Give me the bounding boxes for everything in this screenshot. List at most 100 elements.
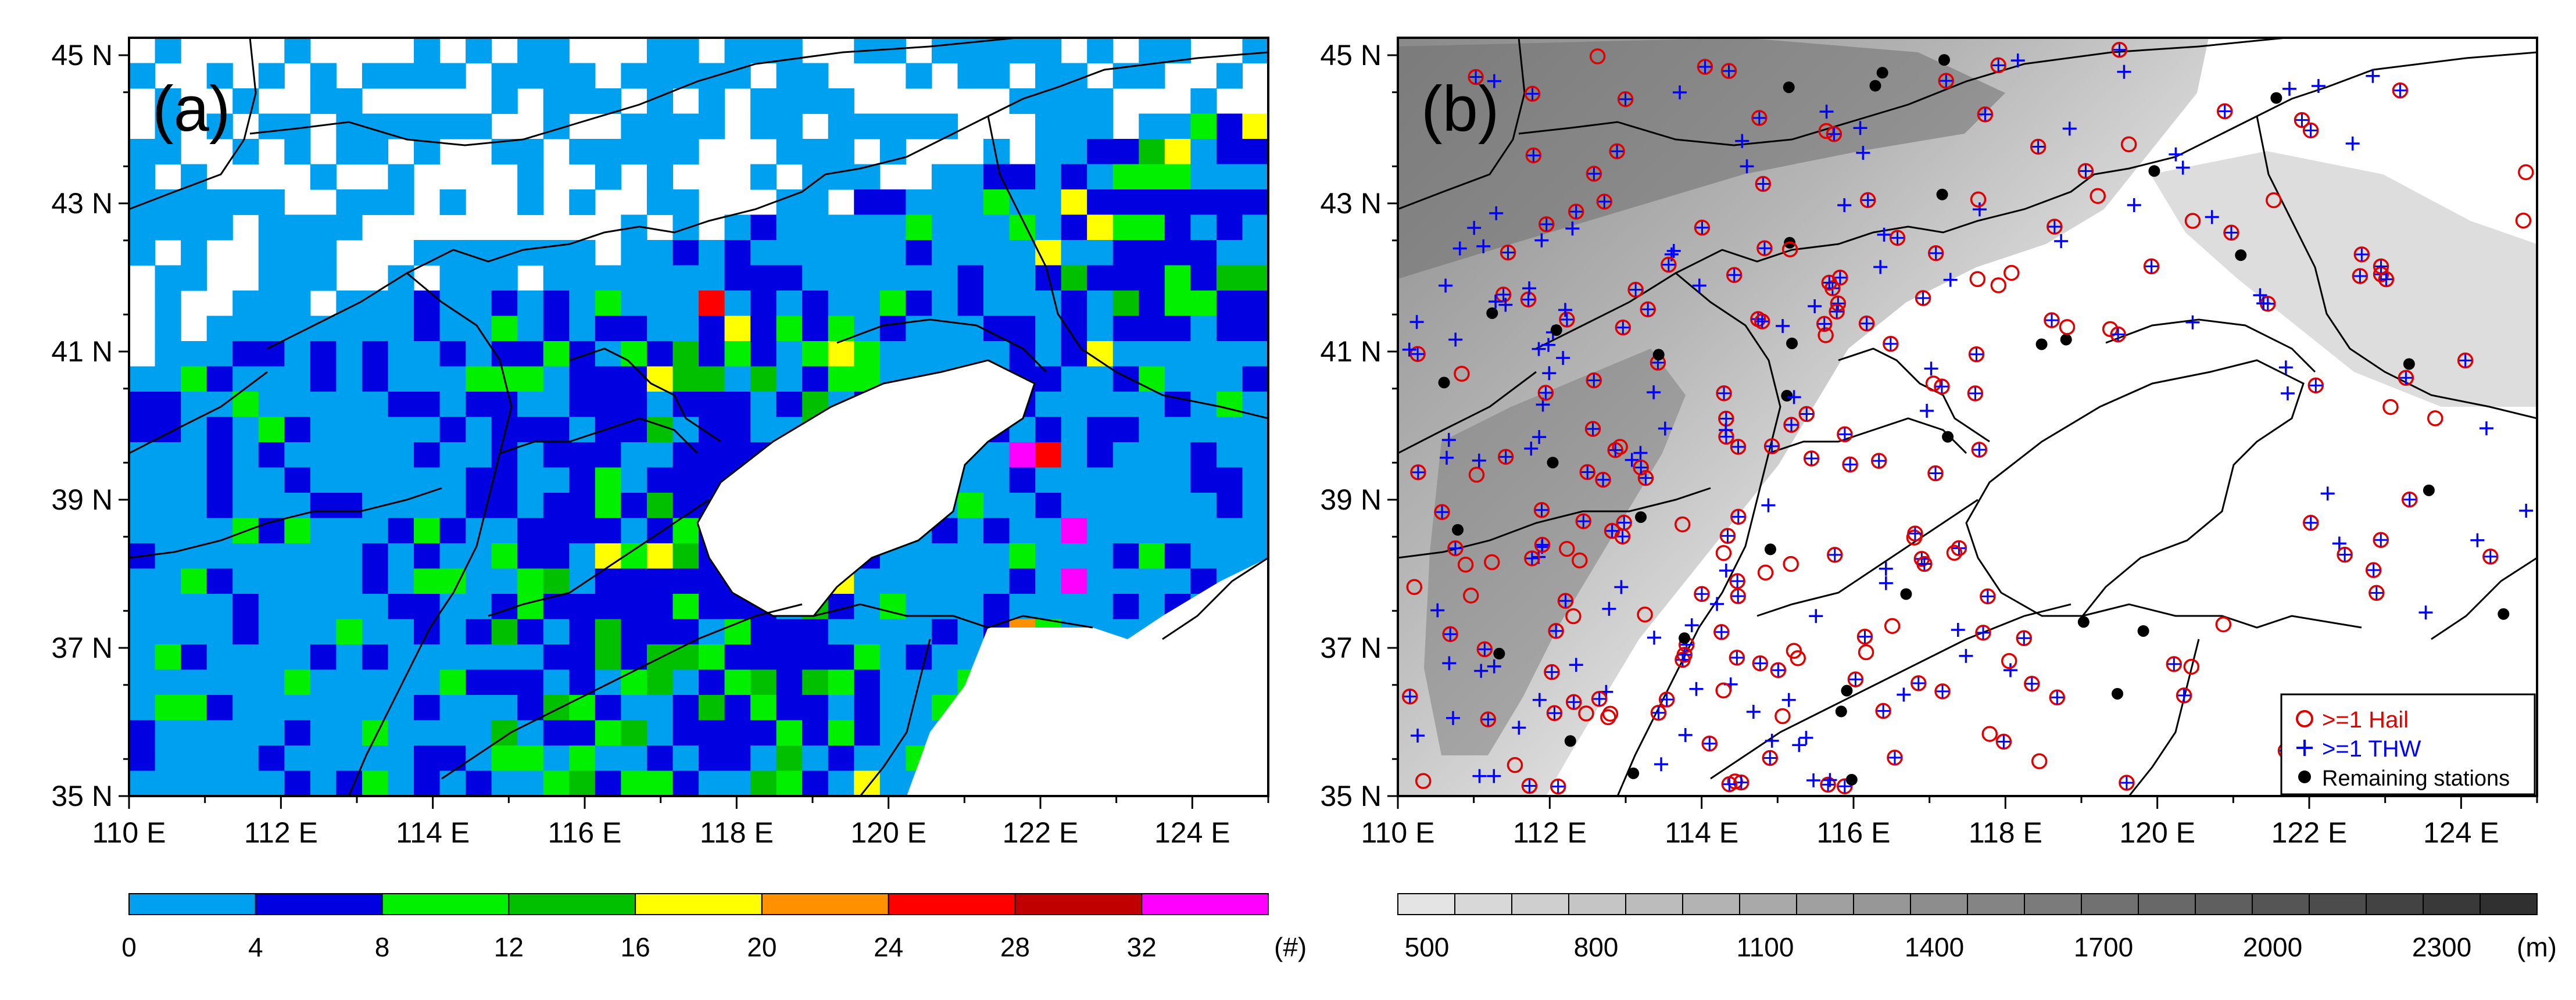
grid-cell	[724, 770, 751, 796]
grid-cell	[724, 38, 751, 64]
grid-cell	[1061, 366, 1087, 392]
grid-cell	[388, 493, 414, 519]
colorbar-label: 1100	[1737, 932, 1794, 962]
grid-cell	[258, 770, 285, 796]
hail-station-circle	[2518, 164, 2534, 181]
grid-cell	[1242, 139, 1268, 165]
grid-cell	[931, 189, 958, 216]
grid-cell	[1035, 88, 1062, 114]
colorbar-swatch	[2138, 893, 2196, 915]
grid-cell	[258, 467, 285, 493]
grid-cell	[1139, 568, 1165, 594]
grid-cell	[206, 113, 233, 139]
grid-cell	[1035, 417, 1062, 443]
hail-thw-station	[1971, 442, 1988, 458]
panel-a-x-tick-label: 110 E	[92, 816, 166, 849]
grid-cell	[1139, 543, 1165, 569]
grid-cell	[388, 543, 414, 569]
thw-station-plus	[1879, 561, 1893, 576]
grid-cell	[699, 392, 725, 418]
thw-station-plus	[1647, 385, 1661, 400]
panel-a-y-tick-label: 43 N	[51, 187, 113, 220]
grid-cell	[854, 745, 881, 772]
grid-cell	[595, 291, 621, 317]
grid-cell	[1087, 543, 1114, 569]
grid-cell	[828, 265, 854, 291]
hail-station-circle	[1781, 241, 1798, 257]
grid-cell	[699, 88, 725, 114]
grid-cell	[646, 417, 674, 443]
grid-cell	[284, 214, 311, 241]
grid-cell	[750, 669, 777, 696]
grid-cell	[336, 366, 363, 392]
grid-cell	[595, 341, 621, 367]
grid-cell	[1087, 442, 1114, 468]
grid-cell	[1190, 265, 1217, 291]
panel-a-x-tick-label: 120 E	[850, 816, 926, 849]
grid-cell	[724, 669, 751, 696]
grid-cell	[646, 543, 674, 569]
grid-cell	[724, 417, 751, 443]
hail-thw-station	[1497, 449, 1514, 465]
grid-cell	[258, 644, 285, 671]
grid-cell	[983, 467, 1010, 493]
colorbar-unit: (m)	[2517, 932, 2557, 962]
grid-cell	[232, 467, 259, 493]
hail-thw-station	[1544, 664, 1560, 680]
grid-cell	[466, 442, 492, 468]
grid-cell	[776, 720, 803, 746]
grid-cell	[672, 113, 699, 139]
grid-cell	[1112, 518, 1139, 544]
colorbar-label: 1400	[1905, 932, 1964, 962]
colorbar-swatch	[1014, 893, 1143, 915]
grid-cell	[310, 669, 337, 696]
grid-cell	[569, 189, 596, 216]
hail-thw-station	[1609, 143, 1625, 160]
panel-b-x-axis: 110 E 112 E 114 E 116 E 118 E 120 E 122 E 124 E	[1361, 796, 2538, 849]
hail-station-circle	[2031, 753, 2048, 769]
grid-cell	[1112, 189, 1139, 216]
grid-cell	[181, 240, 207, 266]
grid-cell	[1164, 240, 1191, 266]
grid-cell	[155, 745, 181, 772]
thw-station-plus	[2127, 198, 2141, 212]
grid-cell	[699, 644, 725, 671]
grid-cell	[750, 164, 777, 190]
grid-cell	[336, 113, 363, 139]
grid-cell	[776, 644, 803, 671]
grid-cell	[466, 619, 492, 645]
grid-cell	[931, 214, 958, 241]
grid-cell	[957, 619, 984, 645]
grid-cell	[569, 265, 596, 291]
grid-cell	[1216, 392, 1243, 418]
thw-station-plus	[1799, 730, 1813, 745]
grid-cell	[258, 669, 285, 696]
hail-station-circle	[2183, 658, 2200, 675]
thw-station-plus	[1873, 260, 1888, 274]
grid-cell	[672, 770, 699, 796]
grid-cell	[439, 745, 466, 772]
thw-station-plus	[1569, 658, 1583, 672]
remaining-station-dot	[1786, 337, 1798, 349]
grid-cell	[1216, 442, 1243, 468]
grid-cell	[957, 63, 984, 89]
grid-cell	[776, 63, 803, 89]
thw-station-plus	[1787, 390, 1801, 404]
grid-cell	[206, 214, 233, 241]
grid-cell	[646, 619, 674, 645]
remaining-station-dot	[1835, 705, 1847, 718]
hail-thw-station	[2353, 246, 2370, 263]
grid-cell	[388, 669, 414, 696]
hail-station-circle	[2090, 188, 2106, 205]
grid-cell	[646, 189, 674, 216]
grid-cell	[672, 518, 699, 544]
panel-a-x-tick-label: 114 E	[396, 816, 470, 849]
hail-thw-station	[1995, 733, 2012, 750]
thw-station-plus	[1959, 648, 1973, 663]
grid-cell	[1087, 291, 1114, 317]
grid-cell	[258, 341, 285, 367]
remaining-station-dot	[1942, 431, 1954, 443]
grid-cell	[232, 543, 259, 569]
grid-cell	[336, 189, 363, 216]
grid-cell	[646, 695, 674, 721]
